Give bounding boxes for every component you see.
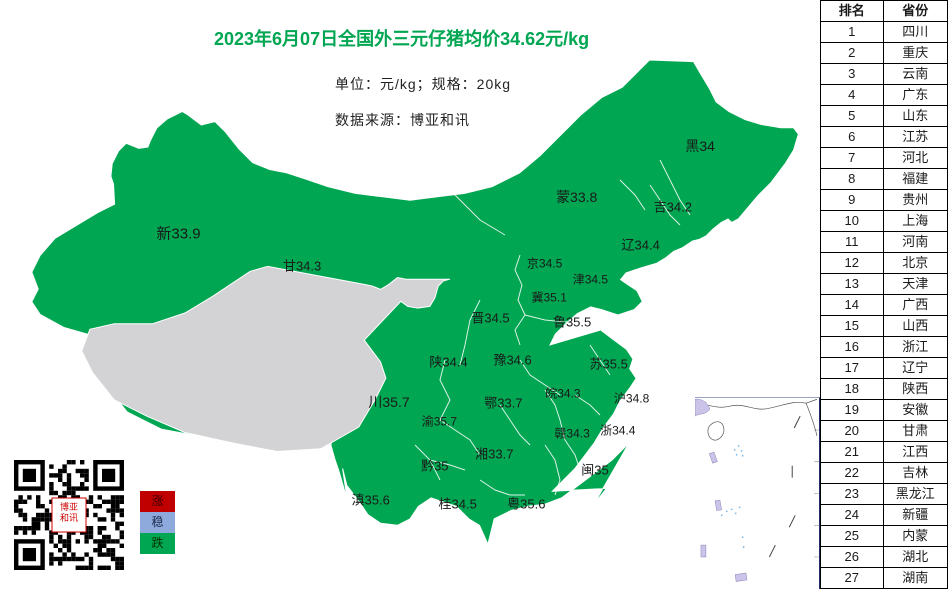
svg-text:和讯: 和讯 [60, 513, 78, 523]
svg-text:博亚: 博亚 [60, 501, 78, 512]
